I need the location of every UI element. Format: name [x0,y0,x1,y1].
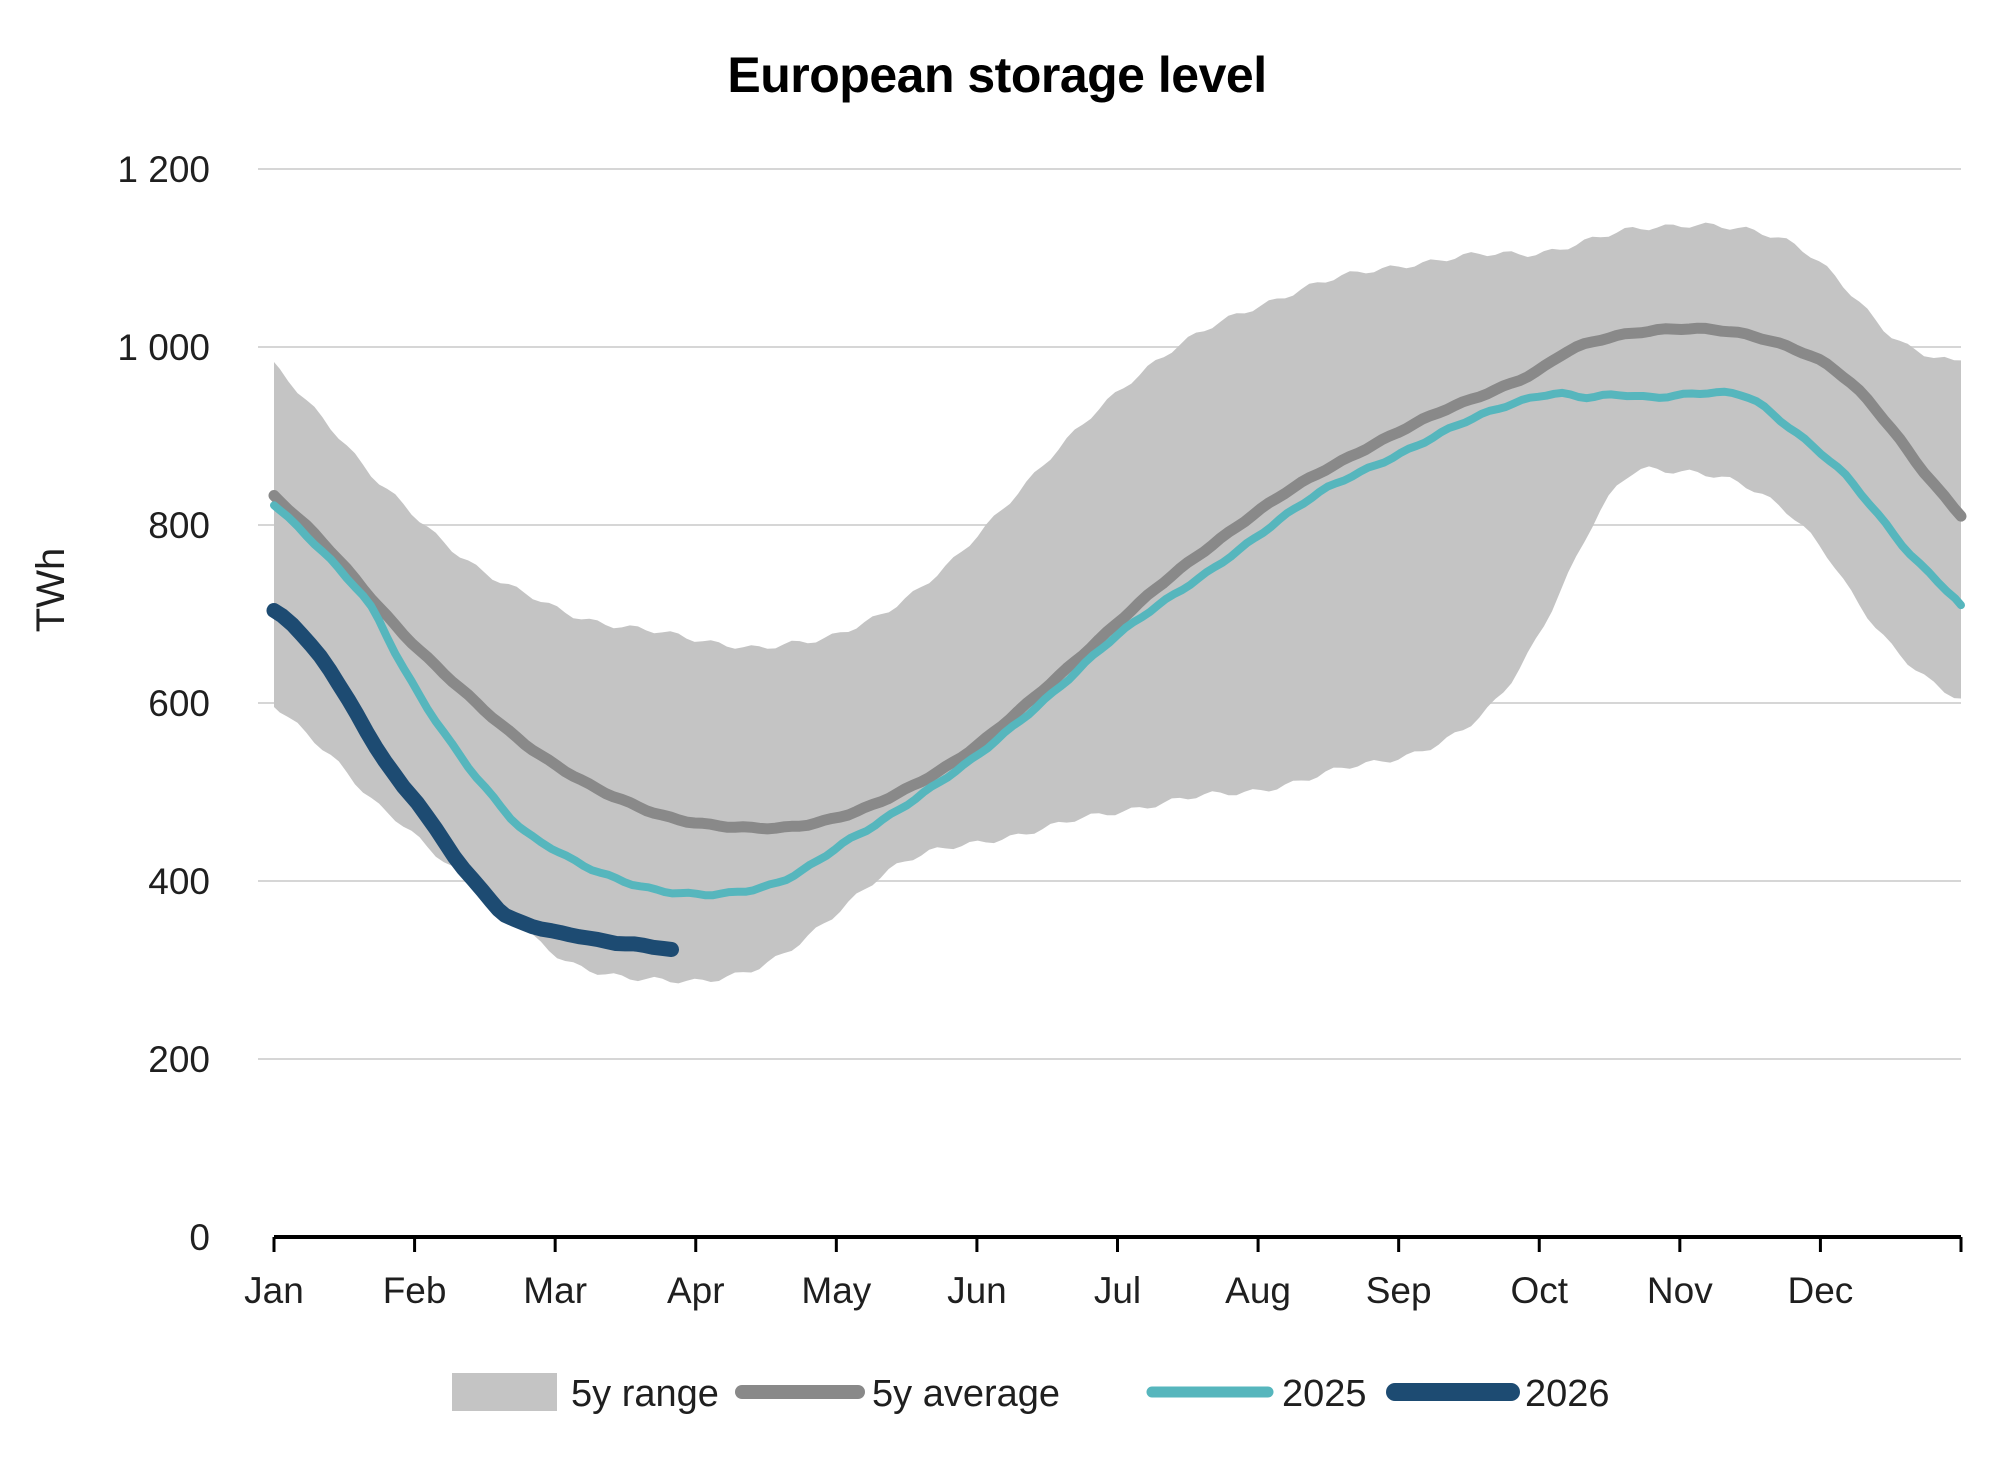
legend-item-2026: 2026 [1386,1373,1610,1415]
y-tick-label-800: 800 [148,505,210,546]
x-tick-label-oct: Oct [1510,1270,1568,1311]
y-tick-label-200: 200 [148,1039,210,1080]
line-5y-average [268,322,1967,835]
y-tick-labels: 0 200 400 600 800 1 000 1 200 [117,149,210,1258]
legend-item-5y-range: 5y range [452,1373,719,1415]
chart-title: European storage level [727,47,1266,103]
x-tick-label-aug: Aug [1225,1270,1291,1311]
x-tick-label-dec: Dec [1788,1270,1854,1311]
x-tick-label-jan: Jan [244,1270,304,1311]
line-2025 [270,387,1965,900]
y-tick-label-600: 600 [148,683,210,724]
legend-label: 2025 [1282,1373,1367,1415]
y-tick-label-1000: 1 000 [117,327,210,368]
y-tick-label-400: 400 [148,861,210,902]
x-tick-label-feb: Feb [383,1270,447,1311]
x-tick-label-apr: Apr [667,1270,725,1311]
legend-label: 5y average [872,1373,1060,1415]
line-2026 [266,603,679,957]
data-lines [266,322,1967,957]
x-tick-label-nov: Nov [1647,1270,1713,1311]
x-tick-label-may: May [801,1270,871,1311]
legend-item-5y-average: 5y average [735,1373,1060,1415]
legend-label: 2026 [1525,1373,1610,1415]
band-5y-range-area [274,222,1961,984]
legend: 5y range 5y average 2025 2026 [452,1373,1610,1415]
band-5y-range [274,222,1961,984]
x-axis: Jan Feb Mar Apr May Jun Jul Aug Sep Oct Nov Dec [244,1235,1963,1311]
x-tick-label-sep: Sep [1366,1270,1432,1311]
legend-label: 5y range [571,1373,719,1415]
x-tick-label-jun: Jun [947,1270,1007,1311]
y-axis-title: TWh [29,548,73,632]
y-tick-label-0: 0 [189,1217,210,1258]
y-tick-label-1200: 1 200 [117,149,210,190]
x-tick-label-mar: Mar [523,1270,587,1311]
legend-swatch-band [452,1373,557,1411]
x-tick-label-jul: Jul [1094,1270,1141,1311]
legend-item-2025: 2025 [1146,1373,1367,1415]
